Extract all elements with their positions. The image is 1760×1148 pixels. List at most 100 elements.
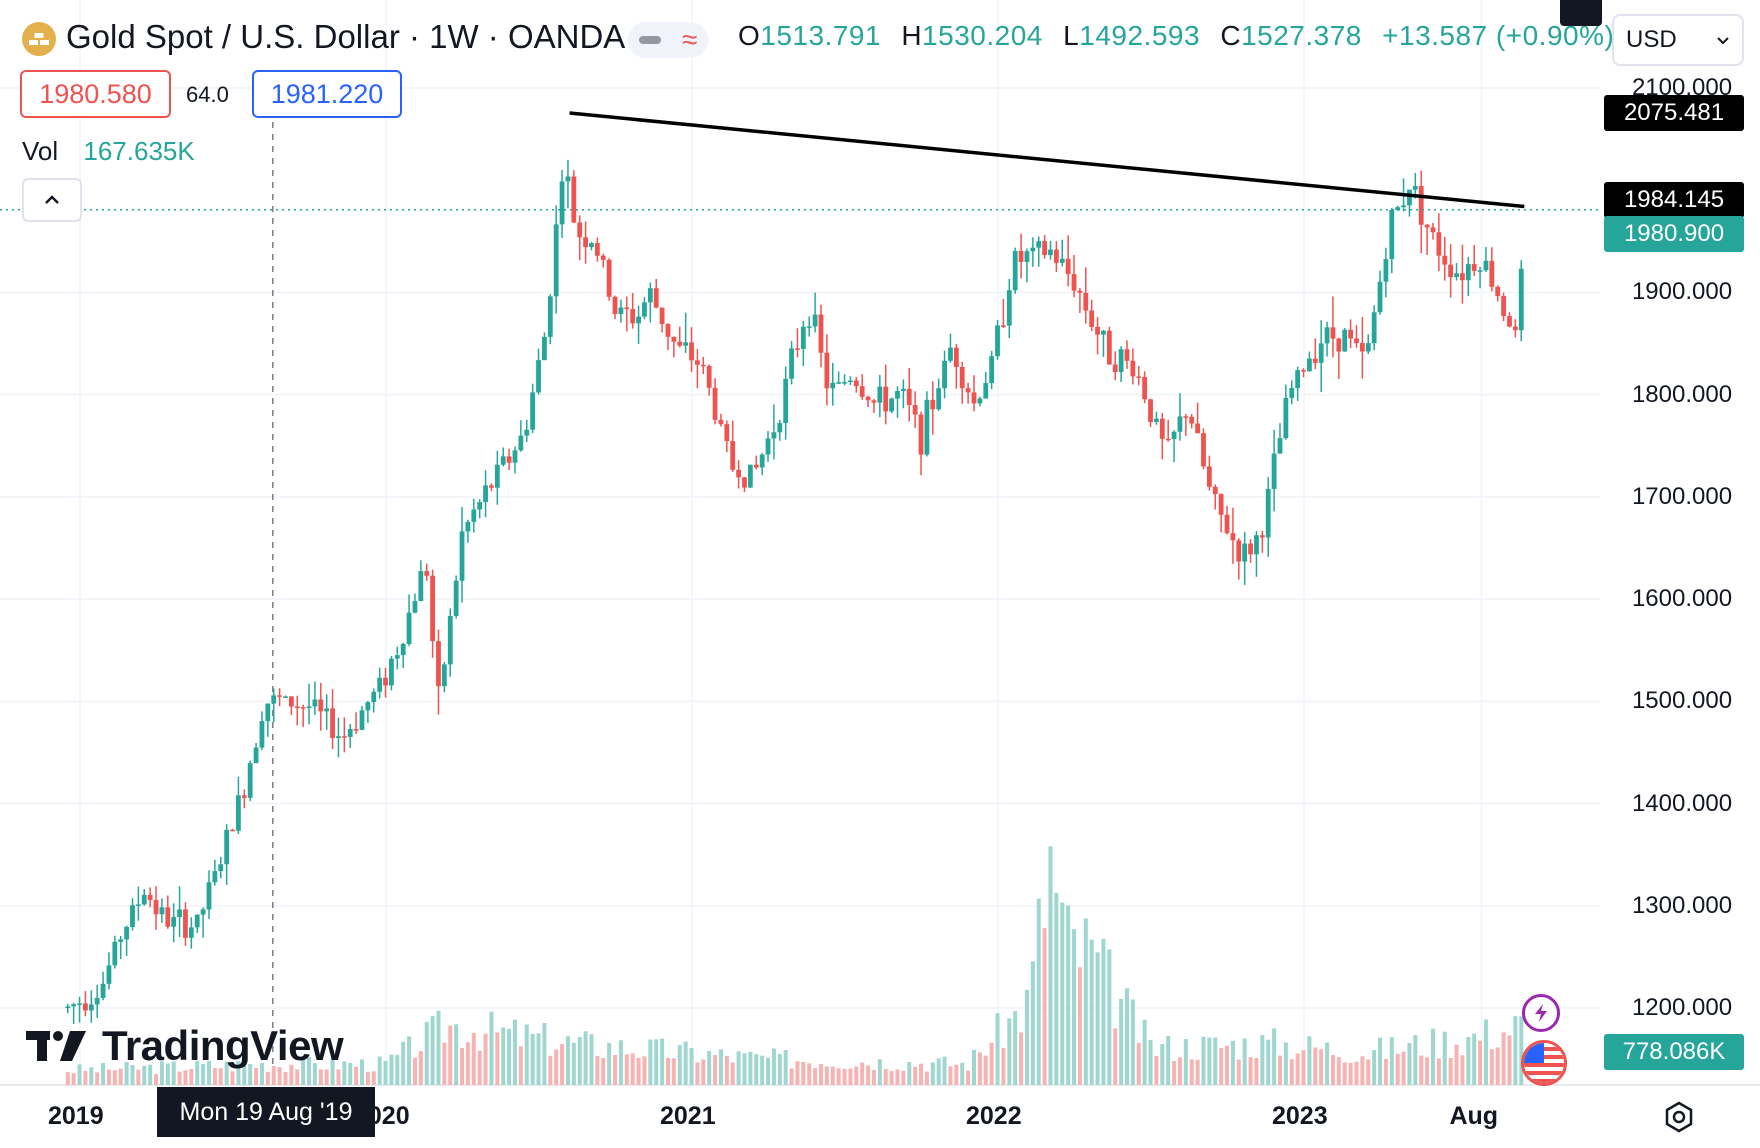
candle-body — [877, 386, 883, 403]
volume-bar — [424, 1021, 429, 1085]
y-tick-label: 1500.000 — [1631, 687, 1733, 715]
volume-bar — [1436, 1058, 1441, 1085]
volume-bar — [1307, 1036, 1312, 1085]
candle-body — [830, 382, 836, 389]
symbol-title[interactable]: Gold Spot / U.S. Dollar · 1W · OANDA — [66, 18, 626, 55]
volume-bar — [1219, 1047, 1224, 1085]
volume-bar — [1489, 1049, 1494, 1085]
candle-body — [530, 392, 536, 430]
candle-body — [800, 326, 806, 349]
candle-body — [471, 509, 477, 522]
volume-bar — [448, 1025, 453, 1085]
volume-bar — [359, 1059, 364, 1085]
candle-body — [865, 396, 871, 401]
volume-bar — [1401, 1051, 1406, 1085]
candle-body — [971, 392, 977, 404]
volume-bar — [760, 1055, 765, 1085]
volume-bar — [701, 1059, 706, 1085]
candle-body — [594, 243, 600, 256]
candle-body — [953, 347, 959, 367]
candle-body — [689, 342, 694, 361]
collapse-legend-button[interactable] — [22, 178, 82, 222]
currency-select[interactable]: USD — [1612, 14, 1744, 66]
candle-body — [1465, 264, 1471, 281]
buy-price-button[interactable]: 1981.220 — [252, 70, 402, 118]
volume-bar — [565, 1036, 570, 1085]
volume-bar — [1448, 1057, 1453, 1085]
volume-bar — [677, 1045, 682, 1085]
candle-body — [236, 795, 241, 831]
candle-body — [106, 965, 112, 984]
volume-bar — [889, 1071, 894, 1085]
sell-price-button[interactable]: 1980.580 — [20, 70, 171, 118]
candle-body — [1130, 360, 1136, 377]
tradingview-logo[interactable]: TradingView — [26, 1022, 344, 1070]
low-label: L — [1063, 20, 1080, 51]
candle-body — [218, 864, 224, 872]
settings-icon[interactable] — [1662, 1100, 1696, 1139]
volume-bar — [1513, 1016, 1518, 1085]
candle-body — [647, 288, 653, 303]
candle-body — [271, 695, 277, 704]
flash-icon[interactable] — [1522, 994, 1560, 1032]
screenshot-icon[interactable] — [1560, 0, 1602, 26]
volume-bar — [512, 1019, 517, 1085]
candle-body — [600, 255, 606, 260]
candle-body — [165, 907, 171, 927]
candle-body — [683, 342, 689, 346]
volume-bar — [877, 1059, 882, 1085]
candle-body — [1424, 224, 1430, 228]
volume-legend[interactable]: Vol 167.635K — [22, 136, 195, 167]
us-flag-icon[interactable] — [1521, 1040, 1567, 1086]
volume-bar — [795, 1061, 800, 1085]
approx-icon[interactable]: ≈ — [681, 24, 698, 55]
volume-bar — [142, 1065, 147, 1085]
volume-bar — [218, 1068, 223, 1085]
volume-bar — [1254, 1057, 1259, 1085]
candle-body — [1042, 241, 1048, 256]
volume-bar — [242, 1064, 247, 1085]
volume-bar — [913, 1066, 918, 1085]
candle-body — [542, 336, 547, 361]
volume-bar — [1478, 1040, 1483, 1085]
volume-bar — [654, 1039, 659, 1085]
volume-bar — [1030, 961, 1035, 1085]
candle-body — [265, 703, 271, 722]
candle-body — [1418, 185, 1424, 225]
candle-body — [942, 360, 947, 389]
volume-bar — [571, 1042, 576, 1085]
candle-body — [1342, 329, 1348, 352]
candle-body — [147, 894, 153, 901]
candle-body — [565, 176, 571, 182]
volume-bar — [718, 1049, 723, 1085]
volume-bar — [1419, 1055, 1424, 1085]
volume-bar — [1083, 918, 1088, 1085]
volume-bar — [1495, 1047, 1500, 1085]
candle-body — [1265, 488, 1271, 538]
indicator-toggle[interactable]: ≈ — [628, 22, 708, 58]
volume-bar — [1395, 1053, 1400, 1085]
volume-bar — [336, 1069, 341, 1085]
volume-bar — [65, 1072, 70, 1085]
candle-body — [118, 939, 124, 942]
candle-body — [1442, 255, 1448, 265]
candle-body — [1430, 227, 1436, 233]
volume-bar — [1054, 892, 1059, 1085]
volume-bar — [618, 1040, 623, 1085]
volume-bar — [1124, 988, 1129, 1085]
volume-bar — [642, 1056, 647, 1085]
trendline[interactable] — [569, 111, 1525, 209]
volume-bar — [830, 1066, 835, 1085]
volume-bar — [1378, 1037, 1383, 1085]
minus-icon[interactable] — [638, 36, 661, 44]
candle-body — [306, 706, 312, 708]
volume-bar — [1136, 1042, 1141, 1085]
candle-body — [1448, 264, 1454, 278]
candle-body — [1048, 249, 1053, 256]
volume-bar — [583, 1031, 588, 1085]
candle-body — [459, 531, 465, 581]
candle-body — [1242, 543, 1248, 562]
candle-body — [1206, 466, 1212, 487]
candle-body — [547, 296, 553, 337]
